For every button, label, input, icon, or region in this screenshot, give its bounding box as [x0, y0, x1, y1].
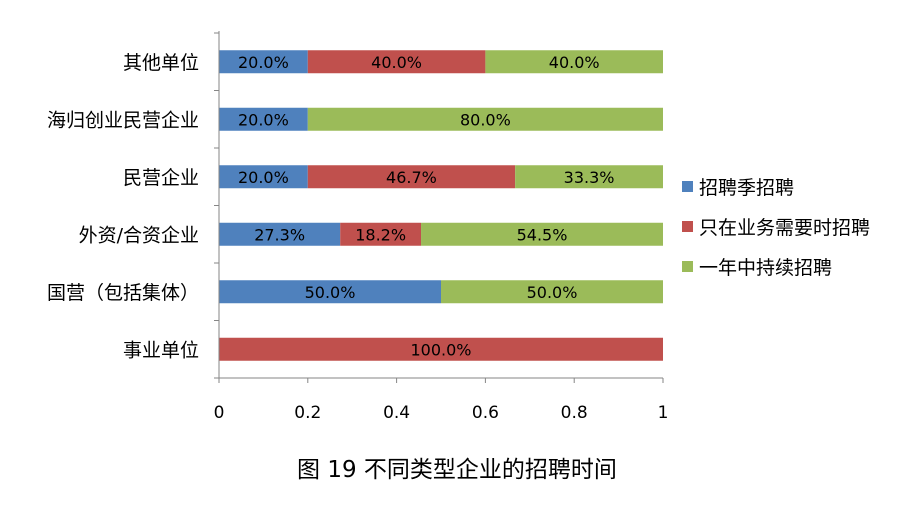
data-label: 27.3%	[254, 225, 305, 244]
legend-label: 只在业务需要时招聘	[699, 217, 870, 239]
data-label: 46.7%	[386, 168, 437, 187]
legend-label: 一年中持续招聘	[699, 257, 832, 279]
data-label: 54.5%	[517, 225, 568, 244]
category-label: 外资/合资企业	[79, 224, 199, 246]
data-label: 20.0%	[238, 168, 289, 187]
legend-swatch	[682, 261, 693, 272]
bar-segment	[219, 165, 308, 189]
category-label: 民营企业	[123, 167, 199, 189]
bar-segment	[219, 280, 441, 304]
data-label: 100.0%	[410, 340, 471, 359]
bar-segment	[441, 280, 663, 304]
bar-segment	[340, 222, 422, 246]
x-tick-label: 0.4	[383, 403, 410, 423]
bar-segment	[307, 50, 486, 74]
data-label: 50.0%	[527, 283, 578, 302]
category-label: 国营（包括集体）	[47, 282, 199, 304]
data-label: 40.0%	[549, 53, 600, 72]
x-tick-label: 0.2	[294, 403, 321, 423]
x-tick-label: 0	[214, 403, 225, 423]
bar-segment	[307, 107, 663, 131]
category-label: 事业单位	[123, 339, 199, 361]
legend-label: 招聘季招聘	[699, 177, 794, 199]
category-label: 海归创业民营企业	[47, 109, 199, 131]
category-label: 其他单位	[123, 52, 199, 74]
bar-segment	[421, 222, 663, 246]
data-label: 33.3%	[564, 168, 615, 187]
x-tick-label: 1	[658, 403, 669, 423]
x-tick-label: 0.8	[561, 403, 588, 423]
x-tick-label: 0.6	[472, 403, 499, 423]
legend-swatch	[682, 221, 693, 232]
data-label: 20.0%	[238, 110, 289, 129]
chart: 20.0% 40.0% 40.0% 其他单位 20.0% 80.0% 海归创业民营企业 20.…	[47, 31, 870, 423]
data-label: 50.0%	[305, 283, 356, 302]
bar-segment	[515, 165, 663, 189]
bar-segment	[219, 337, 663, 361]
data-label: 18.2%	[355, 225, 406, 244]
data-label: 80.0%	[460, 110, 511, 129]
bar-segment	[219, 222, 341, 246]
bar-segment	[485, 50, 663, 74]
bar-segment	[219, 50, 308, 74]
bar-segment	[307, 165, 516, 189]
bar-segment	[219, 107, 308, 131]
legend-swatch	[682, 181, 693, 192]
data-label: 20.0%	[238, 53, 289, 72]
chart-title: 图 19 不同类型企业的招聘时间	[297, 457, 617, 483]
data-label: 40.0%	[371, 53, 422, 72]
